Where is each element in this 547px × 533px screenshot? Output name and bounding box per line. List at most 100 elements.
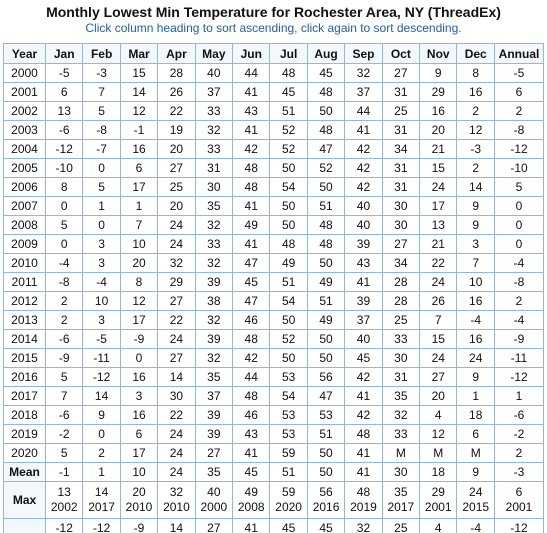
cell: 24: [157, 443, 196, 463]
cell: 27: [194, 518, 234, 533]
cell: 56: [306, 367, 346, 387]
cell: 2004: [3, 139, 46, 159]
column-heading[interactable]: Year: [3, 43, 46, 64]
data-row: 2011 -8 -4 8 29 39 45 51 49 41 28 24 10 -8: [3, 272, 544, 292]
cell: 10: [456, 272, 495, 292]
cell: 45: [269, 518, 308, 533]
row-label: [3, 518, 46, 533]
cell: 16: [119, 405, 159, 425]
column-heading[interactable]: Nov: [419, 43, 458, 64]
cell: 14: [82, 386, 121, 406]
cell: 22: [157, 101, 196, 121]
cell: 48: [306, 82, 346, 102]
cell: -6: [494, 405, 544, 425]
cell: 43: [344, 253, 383, 273]
column-heading[interactable]: Aug: [306, 43, 346, 64]
column-heading[interactable]: Sep: [344, 43, 383, 64]
cell: 48: [269, 234, 308, 254]
max-value: 40: [207, 485, 221, 499]
cell: 43: [232, 424, 271, 444]
cell: -12: [82, 367, 121, 387]
cell: 14 2017: [82, 481, 121, 519]
cell: 24: [419, 272, 458, 292]
column-heading[interactable]: Apr: [157, 43, 196, 64]
cell: 39: [344, 234, 383, 254]
cell: 48: [232, 329, 271, 349]
column-heading[interactable]: Jan: [44, 43, 84, 64]
cell: 17: [119, 177, 159, 197]
cell: 41: [344, 120, 383, 140]
data-row: 2009 0 3 10 24 33 41 48 48 39 27 21 3 0: [3, 234, 544, 254]
max-year: 2002: [50, 500, 78, 514]
column-heading[interactable]: Mar: [119, 43, 159, 64]
cell: 46: [232, 310, 271, 330]
cell: 50: [269, 310, 308, 330]
cell: 6: [494, 82, 544, 102]
cell: -12: [494, 139, 544, 159]
table-wrap: Year Jan Feb Mar Apr May Jun Jul Aug Sep Oct Nov Dec…: [3, 43, 544, 533]
cell: 6: [44, 82, 84, 102]
cell: 17: [419, 196, 458, 216]
cell: 31: [381, 177, 421, 197]
column-heading[interactable]: Annual: [494, 43, 544, 64]
cell: 7: [119, 215, 159, 235]
data-row: 2016 5 -12 16 14 35 44 53 56 42 31 27 9 -12: [3, 367, 544, 387]
cell: 31: [381, 82, 421, 102]
cell: 34: [381, 253, 421, 273]
cell: 52: [269, 120, 308, 140]
cell: 32 2010: [157, 481, 196, 519]
cell: 29 2001: [419, 481, 458, 519]
cell: 22: [157, 405, 196, 425]
cell: 28: [157, 63, 196, 83]
max-value: 49: [244, 485, 258, 499]
cell: 48: [269, 63, 308, 83]
cell: 46: [232, 405, 271, 425]
cell: 54: [269, 291, 308, 311]
column-heading[interactable]: Dec: [456, 43, 495, 64]
cell: 30: [381, 462, 421, 482]
data-row: 2003 -6 -8 -1 19 32 41 52 48 41 31 20 12 -8: [3, 120, 544, 140]
max-value: 48: [356, 485, 371, 499]
cell: 2: [44, 291, 84, 311]
cell: 20 2010: [119, 481, 159, 519]
cell: 14: [157, 367, 196, 387]
cell: 5: [82, 101, 121, 121]
cell: 19: [157, 120, 196, 140]
cell: 0: [119, 348, 159, 368]
cell: 24: [157, 329, 196, 349]
cell: -5: [494, 63, 544, 83]
column-heading[interactable]: Jun: [232, 43, 271, 64]
cell: 45: [232, 462, 271, 482]
data-row: 2000 -5 -3 15 28 40 44 48 45 32 27 9 8 -5: [3, 63, 544, 83]
cell: 52: [269, 329, 308, 349]
cell: 41: [232, 518, 271, 533]
cell: 32: [381, 405, 421, 425]
column-heading[interactable]: Oct: [381, 43, 421, 64]
cell: 48: [232, 386, 271, 406]
column-heading[interactable]: Jul: [269, 43, 308, 64]
cell: 9: [419, 63, 458, 83]
cell: 48: [232, 177, 271, 197]
cell: 50: [306, 177, 346, 197]
cell: 2019: [3, 424, 46, 444]
column-heading[interactable]: May: [194, 43, 234, 64]
cell: 45: [306, 518, 346, 533]
cell: 44: [232, 367, 271, 387]
cell: 35: [194, 196, 234, 216]
max-year: 2001: [505, 500, 533, 514]
page-subtitle: Click column heading to sort ascending, …: [85, 21, 462, 35]
cell: 51: [269, 462, 308, 482]
column-heading[interactable]: Feb: [82, 43, 121, 64]
max-year: 2010: [125, 500, 153, 514]
cell: 48: [232, 158, 271, 178]
cell: 47: [232, 253, 271, 273]
cell: 5: [82, 177, 121, 197]
cell: 41: [344, 443, 383, 463]
cell: 0: [82, 424, 121, 444]
cell: 2: [456, 101, 495, 121]
data-row: 2001 6 7 14 26 37 41 45 48 37 31 29 16 6: [3, 82, 544, 102]
cell: 42: [232, 139, 271, 159]
cell: 9: [82, 405, 121, 425]
cell: M: [456, 443, 495, 463]
